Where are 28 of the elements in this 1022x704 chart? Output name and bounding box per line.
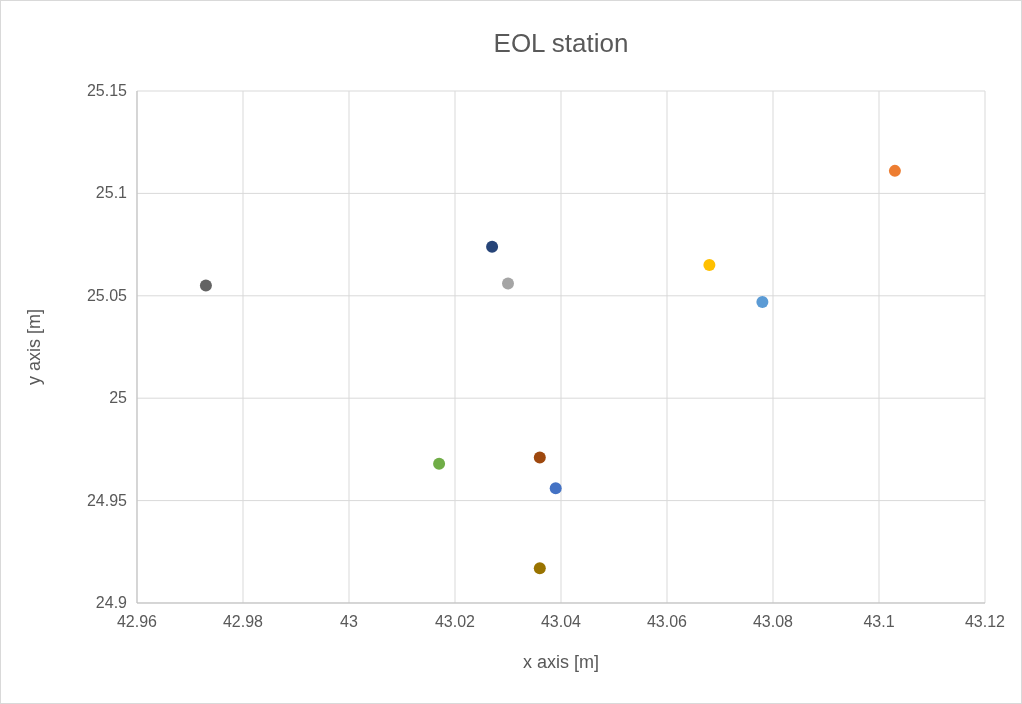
x-tick-label: 42.96 — [116, 613, 158, 630]
point — [888, 164, 901, 177]
y-tick-label: 25.1 — [95, 184, 128, 202]
point — [549, 482, 562, 495]
y-axis-title: y axis [m] — [24, 308, 44, 386]
x-tick-label: 43 — [340, 613, 358, 630]
point — [756, 295, 769, 308]
point — [533, 451, 546, 464]
y-tick-label: 25.15 — [86, 82, 128, 99]
x-tick-label: 43.06 — [646, 613, 688, 630]
x-tick-label: 43.02 — [434, 613, 476, 630]
chart-title: EOL station — [493, 28, 629, 58]
x-axis-title: x axis [m] — [522, 652, 600, 672]
x-tick-label: 43.08 — [752, 613, 794, 630]
y-tick-label: 24.9 — [95, 594, 128, 611]
point — [502, 277, 514, 290]
point — [433, 457, 446, 470]
x-tick-label: 43.04 — [540, 613, 582, 630]
x-tick-label: 43.12 — [964, 613, 1006, 630]
y-tick-label: 24.95 — [86, 491, 128, 509]
y-tick-label: 25 — [109, 389, 128, 407]
point — [199, 279, 212, 292]
x-tick-label: 43.1 — [863, 613, 895, 630]
point — [703, 259, 716, 272]
point — [533, 562, 546, 575]
x-tick-label: 42.98 — [222, 613, 264, 630]
y-tick-label: 25.05 — [86, 286, 128, 304]
point — [486, 240, 499, 253]
